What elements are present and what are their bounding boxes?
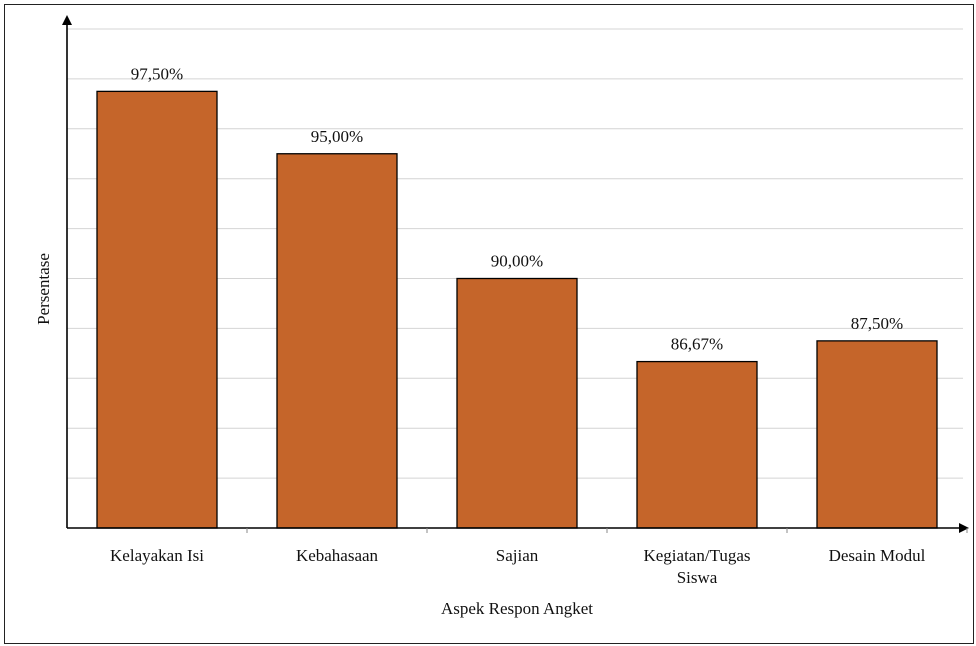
bar-value-label: 90,00%: [491, 252, 543, 271]
x-tick-label: Kegiatan/Tugas Siswa: [643, 546, 750, 587]
x-tick-label: Sajian: [496, 546, 539, 565]
x-tick-label: Kebahasaan: [296, 546, 379, 565]
y-axis-title: Persentase: [34, 253, 53, 325]
x-tick-labels: Kelayakan Isi Kebahasaan Sajian Kegiatan/Tu…: [110, 528, 967, 587]
bar: [457, 279, 577, 529]
bar-value-label: 95,00%: [311, 127, 363, 146]
bar: [637, 362, 757, 528]
bar-value-label: 87,50%: [851, 314, 903, 333]
bar: [277, 154, 397, 528]
bar: [97, 91, 217, 528]
x-axis-title: Aspek Respon Angket: [441, 599, 593, 618]
bar-value-label: 97,50%: [131, 64, 183, 83]
bar-chart: 97,50% 95,00% 90,00% 86,67% 87,50% Kelayakan…: [5, 5, 975, 645]
x-tick-label: Desain Modul: [829, 546, 926, 565]
x-tick-label: Kelayakan Isi: [110, 546, 204, 565]
chart-frame: 97,50% 95,00% 90,00% 86,67% 87,50% Kelayakan…: [4, 4, 974, 644]
bar-value-label: 86,67%: [671, 335, 723, 354]
bar: [817, 341, 937, 528]
bars: [97, 91, 937, 528]
